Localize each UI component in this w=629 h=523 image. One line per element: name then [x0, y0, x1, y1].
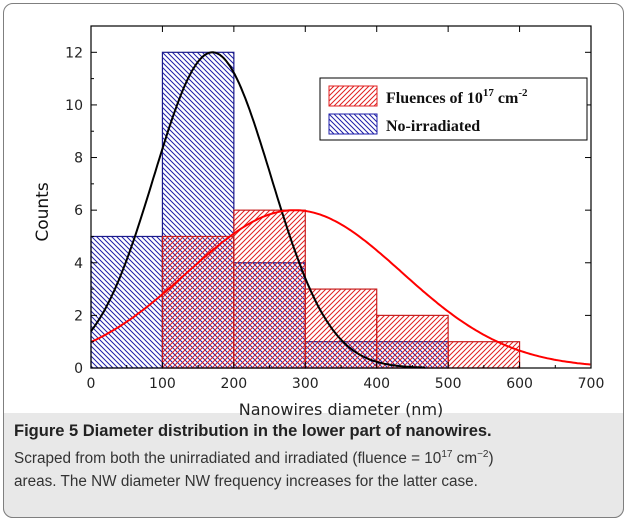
x-tick-label: 100	[149, 376, 176, 392]
y-tick-label: 4	[74, 256, 83, 272]
x-axis-label: Nanowires diameter (nm)	[239, 400, 444, 419]
x-tick-label: 600	[506, 376, 533, 392]
x-tick-label: 200	[220, 376, 247, 392]
x-tick-label: 0	[87, 376, 96, 392]
y-tick-label: 10	[65, 98, 83, 114]
y-tick-label: 2	[74, 308, 83, 324]
x-tick-label: 300	[292, 376, 319, 392]
y-tick-label: 8	[74, 151, 83, 167]
legend-swatch-irradiated	[328, 85, 378, 107]
fit-curve-no-irradiated	[90, 51, 426, 369]
x-tick-label: 700	[578, 376, 605, 392]
y-tick-label: 6	[74, 203, 83, 219]
caption-title: Figure 5 Diameter distribution in the lo…	[14, 422, 492, 440]
legend-swatch-no-irradiated	[328, 113, 378, 135]
tick-labels: 0 100 200 300 400 500 600 700 0 2 4 6 8 10 12	[65, 45, 604, 392]
bar-irradiated-1	[161, 235, 235, 369]
x-tick-label: 500	[435, 376, 462, 392]
figure-caption: Figure 5 Diameter distribution in the lo…	[14, 420, 614, 493]
caption-box	[3, 413, 624, 518]
x-tick-label: 400	[363, 376, 390, 392]
legend: Fluences of 1017 cm-2 No-irradiated	[319, 77, 588, 141]
caption-line-2: Scraped from both the unirradiated and i…	[14, 449, 494, 468]
y-tick-label: 0	[74, 361, 83, 377]
caption-line-3: areas. The NW diameter NW frequency incr…	[14, 473, 478, 491]
axes	[90, 25, 592, 369]
fit-curve-irradiated	[90, 209, 591, 366]
y-axis-label: Counts	[33, 182, 53, 241]
legend-label-no-irradiated: No-irradiated	[386, 118, 480, 135]
legend-label-irradiated: Fluences of 1017 cm-2	[386, 87, 528, 107]
gaussian-fits	[90, 51, 591, 369]
bar-irradiated-2	[233, 209, 306, 369]
y-tick-label: 12	[65, 45, 83, 61]
bar-irradiated-4	[376, 314, 449, 369]
